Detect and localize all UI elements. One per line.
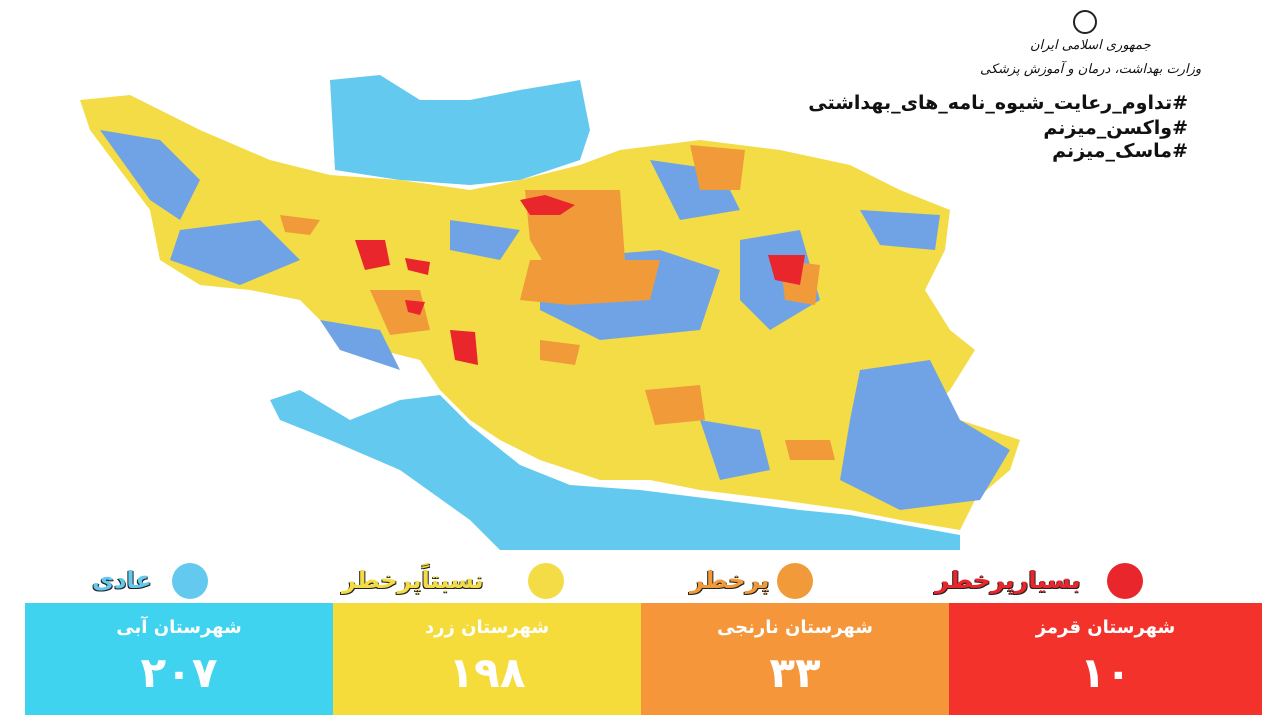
stat-box: شهرستان آبی ۲۰۷ — [25, 603, 333, 715]
stat-title: شهرستان زرد — [424, 617, 550, 638]
legend-dot — [528, 563, 564, 599]
stat-box: شهرستان زرد ۱۹۸ — [333, 603, 641, 715]
stat-title: شهرستان آبی — [116, 617, 242, 638]
persian-gulf — [270, 390, 960, 550]
blue-areas — [100, 130, 1010, 510]
orange-areas — [280, 145, 835, 460]
stat-title: شهرستان نارنجی — [716, 617, 874, 638]
stat-count: ۲۰۷ — [140, 648, 218, 697]
ministry-name: وزارت بهداشت، درمان و آموزش پزشکی — [980, 62, 1202, 77]
hashtag: #ماسک_میزنم — [1052, 140, 1188, 162]
stat-box: شهرستان نارنجی ۳۳ — [641, 603, 949, 715]
legend-label: پرخطر — [690, 566, 770, 594]
legend-dot — [172, 563, 208, 599]
stat-box: شهرستان قرمز ۱۰ — [949, 603, 1262, 715]
stat-count: ۱۰ — [1079, 648, 1132, 697]
stat-count: ۱۹۸ — [448, 648, 526, 697]
caspian-sea — [330, 75, 590, 185]
country-name: جمهوری اسلامی ایران — [1030, 38, 1151, 53]
legend-label: عادی — [92, 566, 152, 594]
legend-label: بسیارپرخطر — [935, 566, 1081, 594]
hashtag: #واکسن_میزنم — [1043, 117, 1188, 139]
stat-title: شهرستان قرمز — [1035, 617, 1176, 638]
legend-dot — [1107, 563, 1143, 599]
legend-dot — [777, 563, 813, 599]
hashtag: #تداوم_رعایت_شیوه_نامه_های_بهداشتی — [808, 92, 1188, 114]
stat-count: ۳۳ — [769, 648, 821, 697]
emblem — [1073, 10, 1097, 34]
legend-label: نسبتاًپرخطر — [342, 566, 484, 594]
red-areas — [355, 195, 805, 365]
